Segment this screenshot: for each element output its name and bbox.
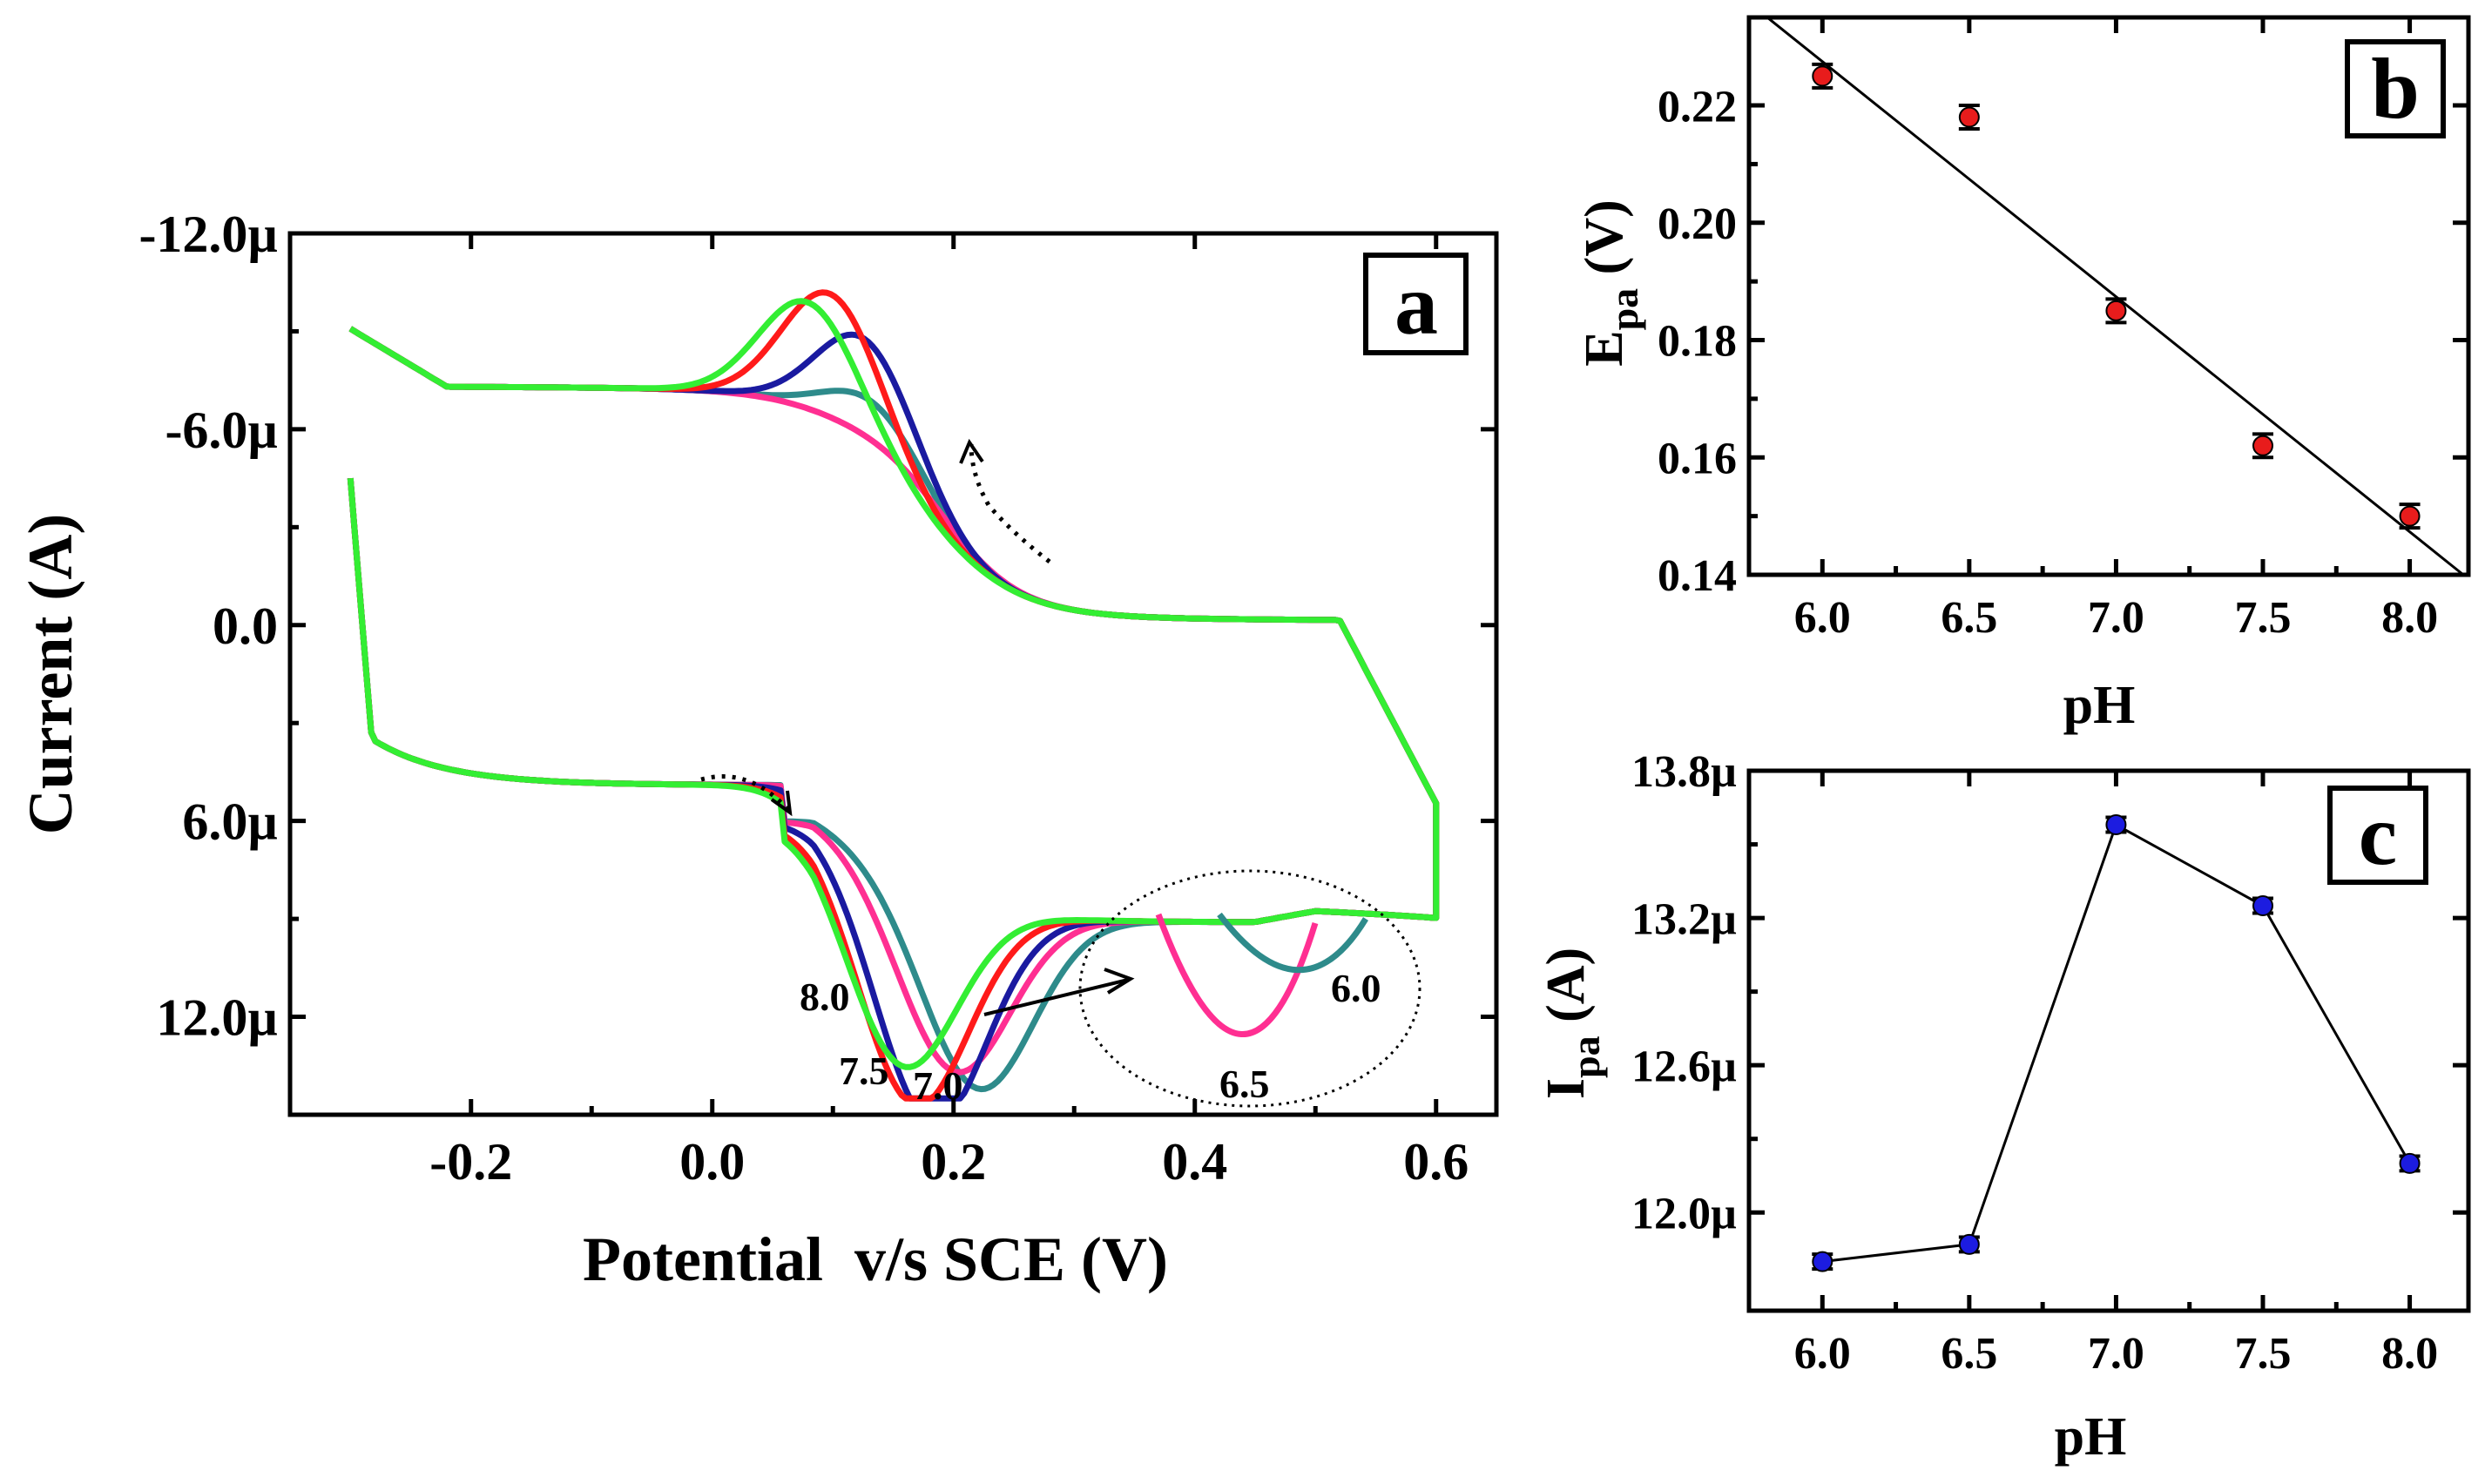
panel-c-label: c xyxy=(2359,786,2397,883)
panel-b-epa-vs-ph: 6.0 6.5 7.0 7.5 8.0 0.14 0.16 0.18 0.20 0.22 b pH… xyxy=(1575,15,2471,735)
panel-c-plot-area xyxy=(1746,768,2471,1313)
curve-label-8-0: 8.0 xyxy=(800,975,850,1019)
panel-c-point-ph-7 xyxy=(2105,814,2127,835)
panel-b-point-ph-8 xyxy=(2399,505,2421,527)
curve-label-7-0: 7.0 xyxy=(913,1063,963,1108)
panel-a-plot-area xyxy=(287,231,1499,1117)
inset-curve-6-5 xyxy=(1155,913,1319,1037)
zoom-inset-pointer xyxy=(983,978,1129,1016)
panel-b-y-axis-title: Epa (V) xyxy=(1575,199,1646,367)
cv-curve-ph-7-0 xyxy=(347,326,1440,1102)
panel-c-y-axis-unit: (A) xyxy=(1536,948,1596,1036)
panel-a-y-tick-label-6-0-: 6.0µ xyxy=(182,793,278,851)
scan-direction-arrow-anodic-head xyxy=(959,438,984,464)
panel-b-y-tick-label-0-22: 0.22 xyxy=(1658,82,1737,132)
scan-direction-arrow-cathodic xyxy=(700,774,790,812)
panel-a-y-tick-label-0-0: 0.0 xyxy=(213,597,278,655)
panel-a-x-tick-label-0-2: 0.2 xyxy=(921,1133,986,1191)
panel-b-y-tick-label-0-18: 0.18 xyxy=(1658,317,1737,367)
curve-label-6-5: 6.5 xyxy=(1219,1062,1270,1106)
cv-curve-ph-8-0 xyxy=(347,298,1440,1070)
panel-b-x-axis-title: pH xyxy=(2063,676,2136,735)
inset-curve-6-0 xyxy=(1217,912,1368,974)
panel-a-y-tick-label--6-0-: -6.0µ xyxy=(165,401,278,459)
cv-curve-ph-6-0 xyxy=(347,326,1440,1093)
panel-c-y-tick-label-12-0-: 12.0µ xyxy=(1631,1189,1737,1238)
panel-c-point-ph-6 xyxy=(1812,1251,1833,1272)
panel-c-y-axis-subscript: pa xyxy=(1563,1035,1608,1078)
panel-b-x-tick-label-7-0: 7.0 xyxy=(2088,593,2144,643)
panel-a-label-box xyxy=(1363,253,1469,355)
panel-c-y-tick-label-13-8-: 13.8µ xyxy=(1631,747,1737,797)
panel-c-x-tick-label-8-0: 8.0 xyxy=(2381,1329,2438,1379)
panel-c-y-tick-label-13-2-: 13.2µ xyxy=(1631,894,1737,944)
panel-c-y-axis-title: Ipa (A) xyxy=(1536,948,1608,1099)
panel-b-label-box xyxy=(2345,39,2446,138)
curve-label-6-0: 6.0 xyxy=(1331,966,1381,1010)
panel-b-x-tick-label-7-5: 7.5 xyxy=(2235,593,2292,643)
panel-c-x-tick-label-6-5: 6.5 xyxy=(1941,1329,1997,1379)
panel-c-ticks: 6.0 6.5 7.0 7.5 8.0 12.0µ 12.6µ 13.2µ 13.8µ xyxy=(1631,747,2468,1379)
panel-a-y-tick-label-12-0-: 12.0µ xyxy=(156,989,278,1047)
panel-b-y-axis-unit: (V) xyxy=(1575,199,1634,288)
panel-b-x-tick-label-6-5: 6.5 xyxy=(1941,593,1997,643)
panel-c-y-tick-label-12-6-: 12.6µ xyxy=(1631,1042,1737,1091)
panel-c-ipa-vs-ph: 6.0 6.5 7.0 7.5 8.0 12.0µ 12.6µ 13.2µ 13.8µ c pH… xyxy=(1536,747,2471,1467)
scan-direction-arrow-anodic xyxy=(969,443,1051,563)
panel-a-x-tick-label-0-4: 0.4 xyxy=(1162,1133,1227,1191)
panel-a-x-axis-title: Potential v/s SCE (V) xyxy=(583,1224,1168,1294)
panel-b-x-tick-label-8-0: 8.0 xyxy=(2381,593,2438,643)
panel-c-marks xyxy=(1812,814,2421,1272)
panel-b-point-ph-7-5 xyxy=(2252,435,2273,456)
panel-a-y-tick-label--12-0-: -12.0µ xyxy=(138,206,278,263)
scan-direction-arrow-cathodic-head xyxy=(770,790,793,817)
panel-c-point-ph-6-5 xyxy=(1958,1233,1980,1255)
panel-b-x-tick-label-6-0: 6.0 xyxy=(1794,593,1851,643)
panel-b-marks xyxy=(1766,16,2465,577)
panel-b-point-ph-6-5 xyxy=(1958,106,1980,128)
panel-b-y-tick-label-0-14: 0.14 xyxy=(1658,551,1737,601)
curve-label-7-5: 7.5 xyxy=(839,1049,889,1093)
panel-b-y-axis-subscript: pa xyxy=(1602,288,1646,331)
panel-c-point-ph-7-5 xyxy=(2252,895,2273,916)
panel-b-y-axis-symbol: E xyxy=(1575,330,1634,366)
panel-a-y-axis-title: Current (A) xyxy=(16,514,85,835)
panel-c-x-tick-label-6-0: 6.0 xyxy=(1794,1329,1851,1379)
panel-a-ticks: -0.2 0.0 0.2 0.4 0.6 -12.0µ -6.0µ 0.0 6.0µ 12.0µ xyxy=(138,206,1496,1191)
panel-b-ticks: 6.0 6.5 7.0 7.5 8.0 0.14 0.16 0.18 0.20 0.22 xyxy=(1658,17,2468,643)
panel-c-x-tick-label-7-0: 7.0 xyxy=(2088,1329,2144,1379)
panel-a-curves xyxy=(347,289,1440,1102)
panel-c-label-box xyxy=(2327,786,2428,885)
panel-c-x-axis-title: pH xyxy=(2055,1407,2127,1467)
panel-c-series-line xyxy=(1822,822,2411,1264)
panel-b-point-ph-7 xyxy=(2105,300,2127,321)
panel-a-x-tick-label--0-2: -0.2 xyxy=(429,1133,512,1191)
panel-c-point-ph-8 xyxy=(2399,1152,2421,1174)
cv-curve-ph-7-5 xyxy=(347,289,1440,1102)
panel-a-x-tick-label-0-0: 0.0 xyxy=(679,1133,745,1191)
panel-b-plot-area xyxy=(1746,15,2471,577)
panel-a-cyclic-voltammogram: -0.2 0.0 0.2 0.4 0.6-12.0µ-6.0µ0.06.0µ12.0µ … xyxy=(16,206,1499,1294)
panel-b-y-tick-label-0-16: 0.16 xyxy=(1658,434,1737,483)
panel-c-x-tick-label-7-5: 7.5 xyxy=(2235,1329,2292,1379)
panel-b-fit-line xyxy=(1766,16,2465,577)
zoom-inset-circle xyxy=(1078,869,1421,1108)
panel-a-label: a xyxy=(1394,256,1438,353)
panel-b-label: b xyxy=(2371,40,2420,137)
panel-b-point-ph-6 xyxy=(1812,65,1833,87)
panel-c-y-axis-symbol: I xyxy=(1536,1078,1596,1099)
panel-a-x-tick-label-0-6: 0.6 xyxy=(1403,1133,1469,1191)
zoom-inset-pointer-head xyxy=(1104,968,1135,995)
panel-b-y-tick-label-0-20: 0.20 xyxy=(1658,199,1737,249)
